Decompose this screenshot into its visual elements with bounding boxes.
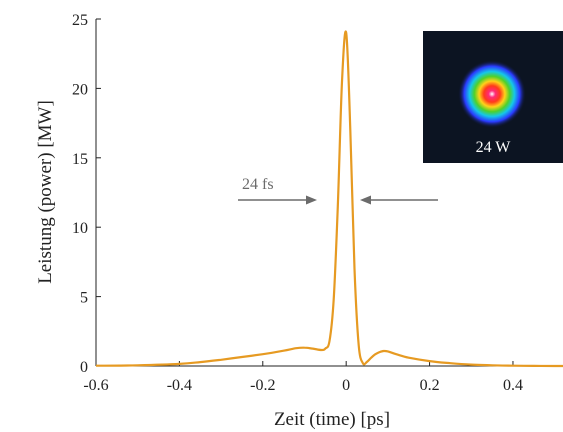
x-tick-label: -0.4: [167, 377, 192, 394]
fwhm-right-arrowhead: [360, 195, 371, 205]
y-tick-label: 25: [72, 12, 88, 29]
x-axis-label: Zeit (time) [ps]: [274, 409, 390, 430]
x-tick-label: -0.6: [83, 377, 108, 394]
y-ticks: 0 5 10 15 20 25: [72, 12, 101, 376]
power-series-line: [95, 30, 563, 368]
y-tick-label: 0: [80, 359, 88, 376]
x-tick-label: 0.4: [503, 377, 523, 394]
y-axis-label: Leistung (power) [MW]: [35, 100, 56, 284]
beam-profile-inset: 24 W: [423, 31, 563, 163]
fwhm-left-arrowhead: [306, 195, 317, 205]
x-tick-label: -0.2: [250, 377, 275, 394]
x-tick-label: 0.2: [420, 377, 440, 394]
y-tick-label: 20: [72, 81, 88, 98]
inset-label: 24 W: [476, 139, 512, 156]
y-tick-label: 15: [72, 151, 88, 168]
y-tick-label: 10: [72, 220, 88, 237]
x-tick-label: 0: [342, 377, 350, 394]
y-tick-label: 5: [80, 290, 88, 307]
x-ticks: -0.6 -0.4 -0.2 0 0.2 0.4: [83, 361, 523, 394]
fwhm-annotation: 24 fs: [238, 176, 438, 205]
fwhm-label: 24 fs: [242, 176, 274, 193]
beam-spot: [458, 60, 526, 128]
